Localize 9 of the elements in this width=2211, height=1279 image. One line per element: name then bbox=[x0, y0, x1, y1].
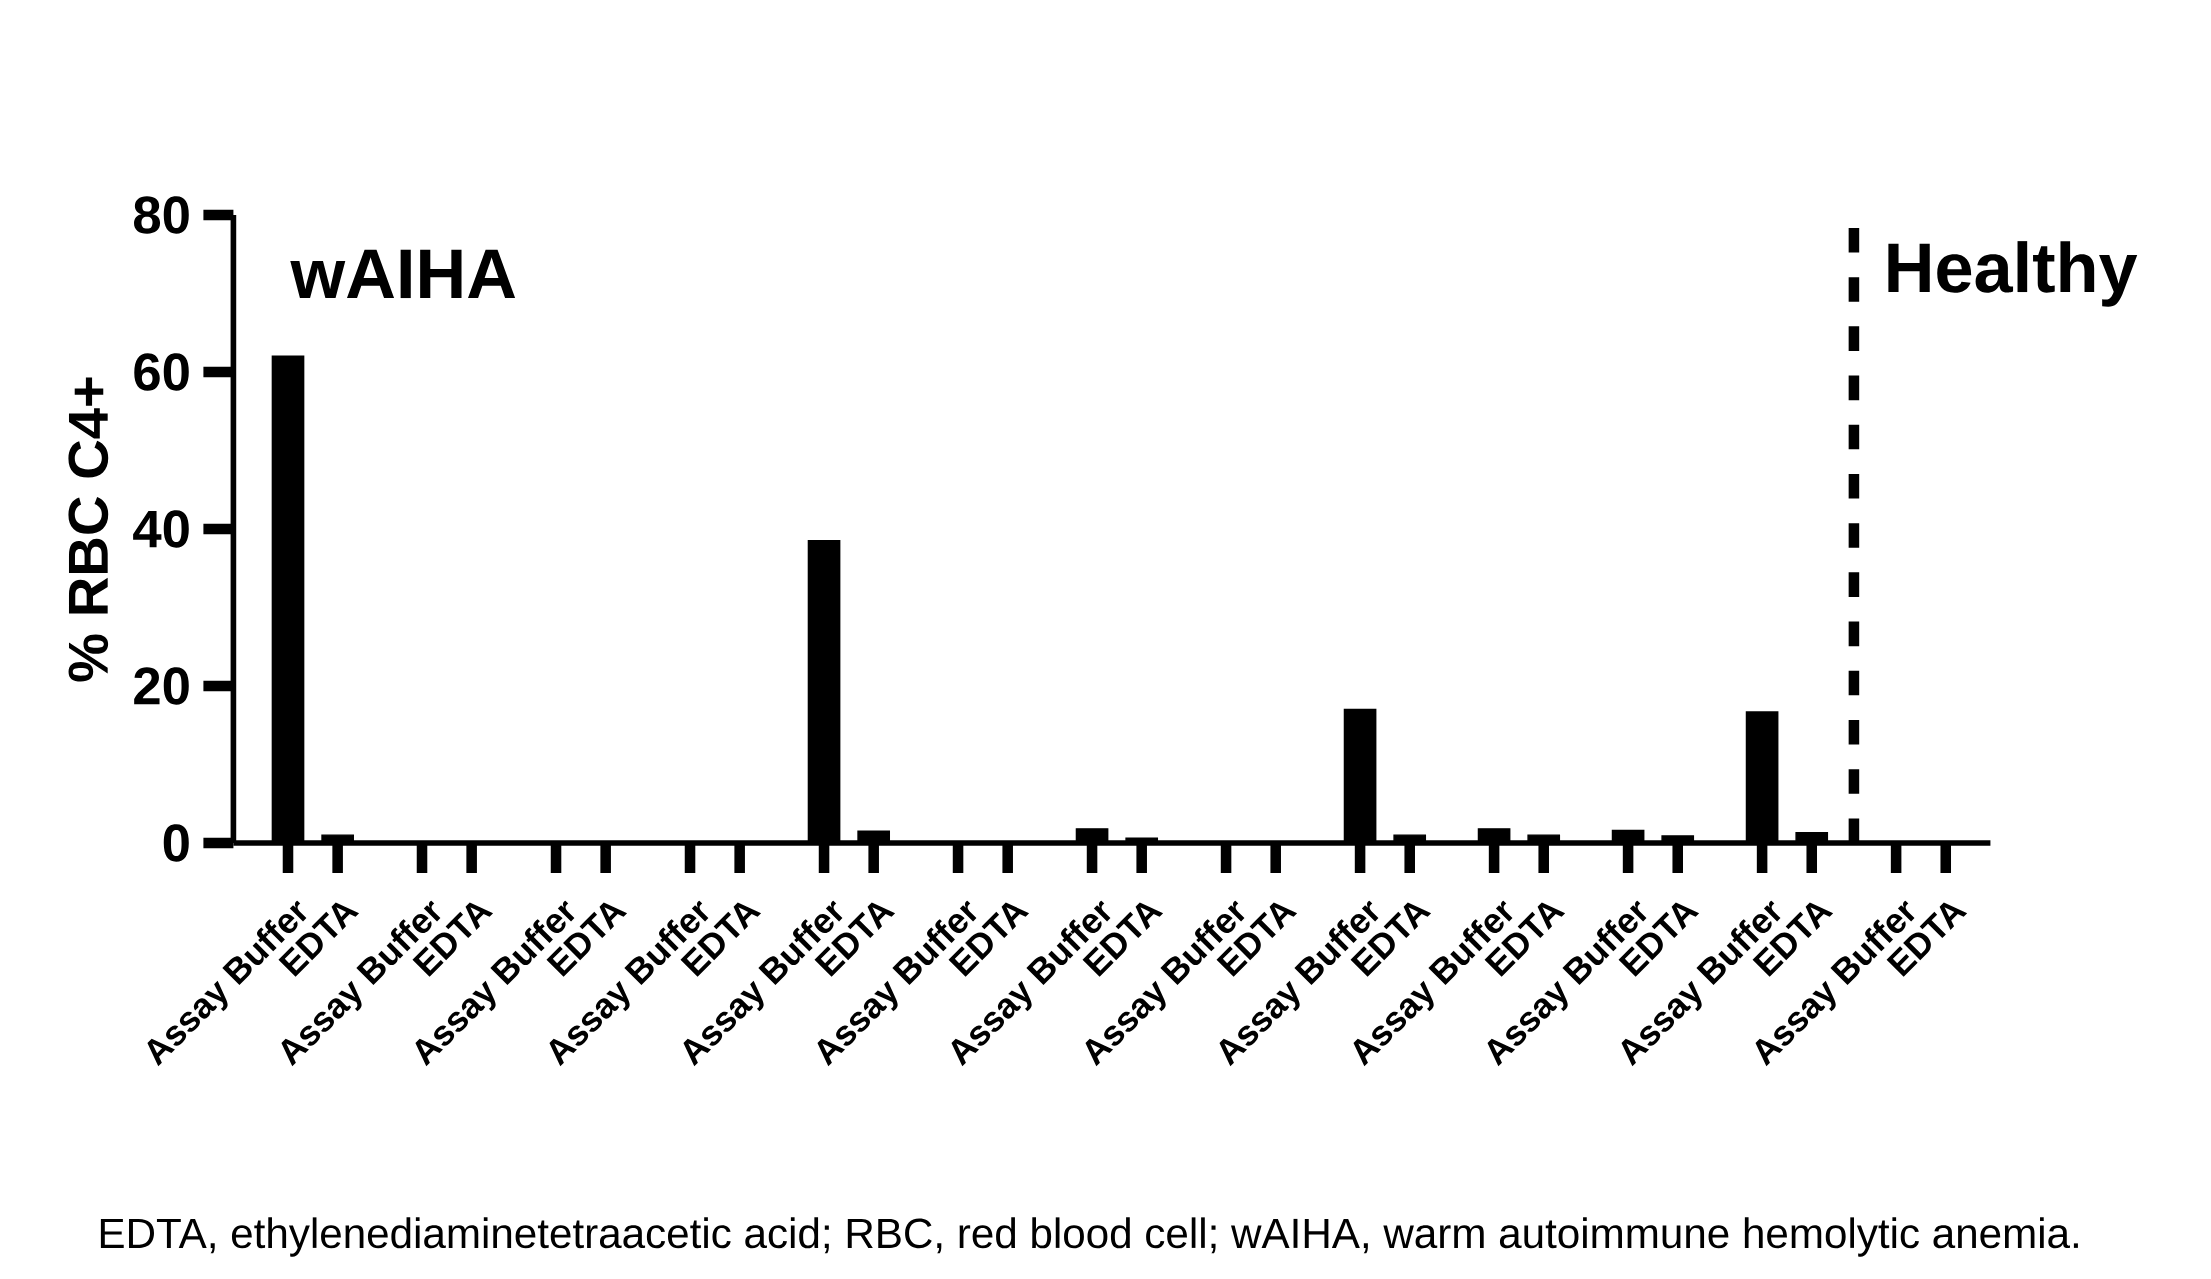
y-tick-label: 40 bbox=[133, 510, 189, 548]
y-tick-label: 0 bbox=[163, 824, 189, 862]
text: EDTA, ethylenediaminetetraacetic acid; RBC, red blood cell; wAIHA, warm autoimmune hemolytic anemia. bbox=[100, 1217, 2078, 1257]
y-tick-label: 60 bbox=[134, 353, 189, 391]
y-tick-label: 20 bbox=[134, 667, 189, 705]
y-tick-label: 80 bbox=[134, 196, 189, 234]
annotation: wAIHA bbox=[290, 249, 516, 299]
y-axis-title: % RBC C4+ bbox=[68, 377, 109, 682]
annotation: Healthy bbox=[1888, 241, 2138, 307]
